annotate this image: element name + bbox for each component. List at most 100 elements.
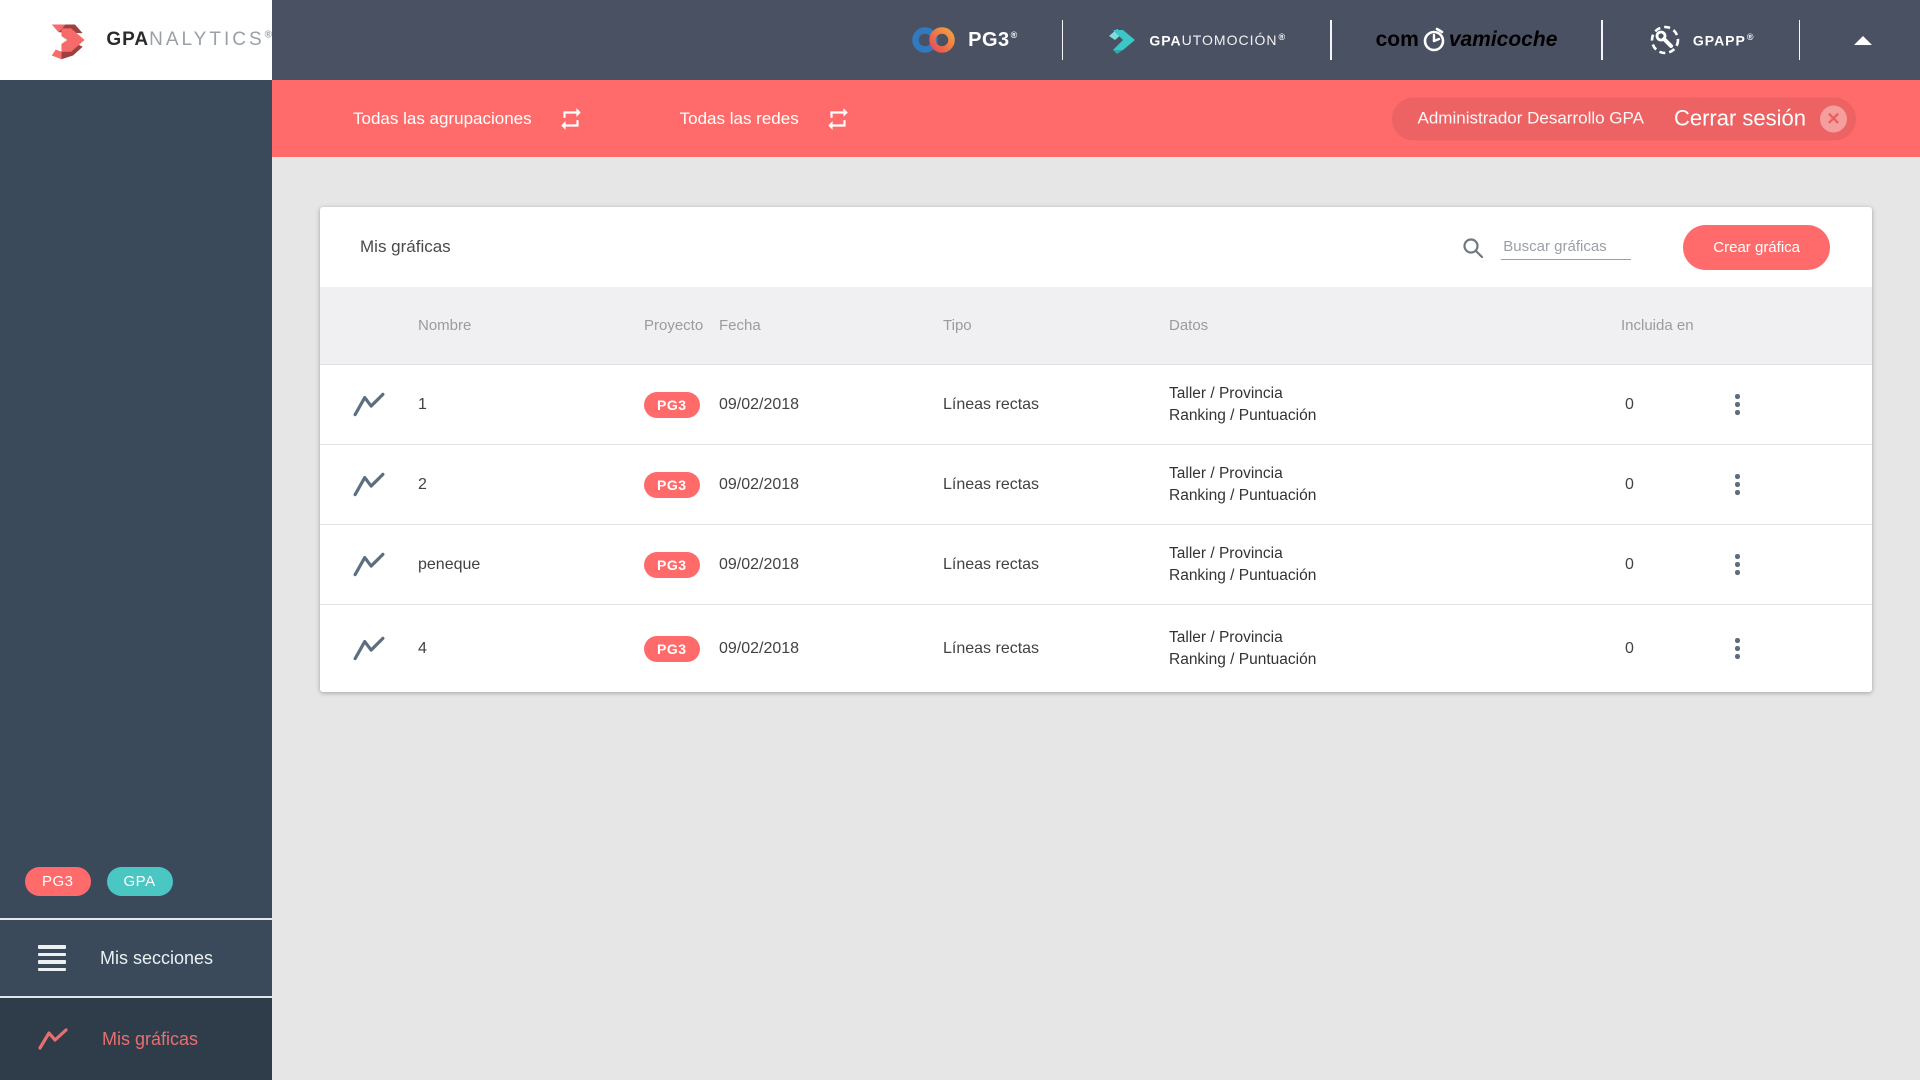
project-badge: PG3 <box>644 471 700 498</box>
filter-label: Todas las agrupaciones <box>353 108 532 128</box>
sidebar-item-label: Mis gráficas <box>102 1028 199 1049</box>
clock-icon <box>1423 27 1445 52</box>
gpautomocion-arrow-icon <box>1109 29 1136 54</box>
header-divider <box>1061 20 1064 60</box>
row-menu-icon[interactable] <box>1735 554 1740 575</box>
comprova-right: vamicoche <box>1448 28 1558 51</box>
chart-name: 1 <box>418 395 427 413</box>
col-proyecto: Proyecto <box>644 317 704 334</box>
row-menu-icon[interactable] <box>1735 394 1740 415</box>
included-count: 0 <box>1625 395 1634 413</box>
gpautomocion-brand: GPAUTOMOCIÓN® <box>1107 24 1286 56</box>
charts-card: Mis gráficas Crear gráfica Nombre <box>320 207 1872 692</box>
sidebar-body: PG3 GPA Mis secciones Mis gráficas <box>0 80 272 1080</box>
col-tipo: Tipo <box>943 317 972 334</box>
line-chart-icon <box>353 552 385 576</box>
search-icon[interactable] <box>1461 236 1485 260</box>
menu-icon <box>38 945 66 971</box>
main-column: PG3® GPAUTOMOCIÓN® com <box>272 0 1920 1080</box>
line-chart-icon <box>38 1028 68 1050</box>
included-count: 0 <box>1625 639 1634 657</box>
page-title: Mis gráficas <box>360 237 451 256</box>
comprova-left: com <box>1375 28 1419 51</box>
chart-data-fields: Taller / Provincia Ranking / Puntuación <box>1169 464 1317 504</box>
gpa-badge[interactable]: GPA <box>106 867 173 896</box>
chart-name: 2 <box>418 475 427 493</box>
sidebar: GPANALYTICS® PG3 GPA Mis secciones Mis g… <box>0 0 272 1080</box>
collapse-caret-icon[interactable] <box>1854 35 1872 45</box>
chart-type: Líneas rectas <box>943 639 1040 657</box>
included-count: 0 <box>1625 555 1634 573</box>
sidebar-badges: PG3 GPA <box>0 867 272 918</box>
search-input[interactable] <box>1501 234 1632 260</box>
gpanalytics-arrow-icon <box>51 24 85 60</box>
repeat-icon[interactable] <box>825 106 851 132</box>
gpautomocion-label: GPAUTOMOCIÓN® <box>1149 31 1287 49</box>
filter-label: Todas las redes <box>679 108 799 128</box>
chart-date: 09/02/2018 <box>719 395 800 413</box>
project-badge: PG3 <box>644 551 700 578</box>
table-header: Nombre Proyecto Fecha Tipo Datos Incluid… <box>320 287 1872 365</box>
table-row[interactable]: 2 PG3 09/02/2018 Líneas rectas Taller / … <box>320 445 1872 525</box>
filter-bar: Todas las agrupaciones Todas las redes A… <box>272 80 1920 157</box>
filter-agrupaciones[interactable]: Todas las agrupaciones <box>353 106 584 132</box>
col-fecha: Fecha <box>719 317 761 334</box>
row-menu-icon[interactable] <box>1735 474 1740 495</box>
sidebar-item-mis-secciones[interactable]: Mis secciones <box>0 918 272 996</box>
chart-type: Líneas rectas <box>943 395 1040 413</box>
gpapp-brand: GPAPP® <box>1647 22 1755 58</box>
logout-button[interactable]: Cerrar sesión <box>1673 105 1806 131</box>
project-badge: PG3 <box>644 635 700 662</box>
comprovamicoche-brand: com vamicoche <box>1375 26 1558 54</box>
user-session-pill: Administrador Desarrollo GPA Cerrar sesi… <box>1391 97 1856 140</box>
row-menu-icon[interactable] <box>1735 638 1740 659</box>
header-divider <box>1798 20 1800 60</box>
table-row[interactable]: 4 PG3 09/02/2018 Líneas rectas Taller / … <box>320 605 1872 692</box>
create-chart-button[interactable]: Crear gráfica <box>1683 224 1830 270</box>
table-row[interactable]: 1 PG3 09/02/2018 Líneas rectas Taller / … <box>320 365 1872 445</box>
chart-date: 09/02/2018 <box>719 555 800 573</box>
col-incluida: Incluida en <box>1621 317 1694 334</box>
repeat-icon[interactable] <box>558 106 584 132</box>
table-row[interactable]: peneque PG3 09/02/2018 Líneas rectas Tal… <box>320 525 1872 605</box>
filter-redes[interactable]: Todas las redes <box>680 106 851 132</box>
logo-reg: ® <box>264 29 272 41</box>
header-divider <box>1601 20 1603 60</box>
chart-name: 4 <box>418 639 427 657</box>
pg3-infinity-icon <box>912 27 955 53</box>
chart-date: 09/02/2018 <box>719 639 800 657</box>
chart-data-fields: Taller / Provincia Ranking / Puntuación <box>1169 384 1317 424</box>
gpanalytics-logo: GPANALYTICS® <box>0 0 272 80</box>
line-chart-icon <box>353 636 385 660</box>
logo-bold: GPA <box>106 29 150 50</box>
logo-light: NALYTICS <box>149 29 265 50</box>
sidebar-item-label: Mis secciones <box>100 947 214 968</box>
header-divider <box>1330 20 1332 60</box>
gpapp-wrench-icon <box>1650 25 1680 55</box>
logout-close-icon[interactable]: ✕ <box>1820 105 1847 132</box>
chart-data-fields: Taller / Provincia Ranking / Puntuación <box>1169 544 1317 584</box>
pg3-label: PG3® <box>968 28 1018 51</box>
pg3-brand: PG3® <box>912 25 1018 55</box>
chart-date: 09/02/2018 <box>719 475 800 493</box>
gpapp-label: GPAPP® <box>1692 31 1755 49</box>
top-header: PG3® GPAUTOMOCIÓN® com <box>272 0 1920 80</box>
sidebar-item-mis-graficas[interactable]: Mis gráficas <box>0 996 272 1080</box>
card-header: Mis gráficas Crear gráfica <box>320 207 1872 287</box>
project-badge: PG3 <box>644 391 700 418</box>
line-chart-icon <box>353 392 385 416</box>
col-nombre: Nombre <box>418 317 472 334</box>
main-content: Mis gráficas Crear gráfica Nombre <box>272 157 1920 1080</box>
col-datos: Datos <box>1169 317 1209 334</box>
search-area <box>1461 234 1632 260</box>
chart-type: Líneas rectas <box>943 555 1040 573</box>
chart-data-fields: Taller / Provincia Ranking / Puntuación <box>1169 628 1317 668</box>
chart-type: Líneas rectas <box>943 475 1040 493</box>
pg3-badge[interactable]: PG3 <box>25 867 91 896</box>
line-chart-icon <box>353 472 385 496</box>
chart-name: peneque <box>418 555 481 573</box>
gpanalytics-wordmark: GPANALYTICS® <box>106 29 272 51</box>
user-name: Administrador Desarrollo GPA <box>1417 108 1644 128</box>
included-count: 0 <box>1625 475 1634 493</box>
